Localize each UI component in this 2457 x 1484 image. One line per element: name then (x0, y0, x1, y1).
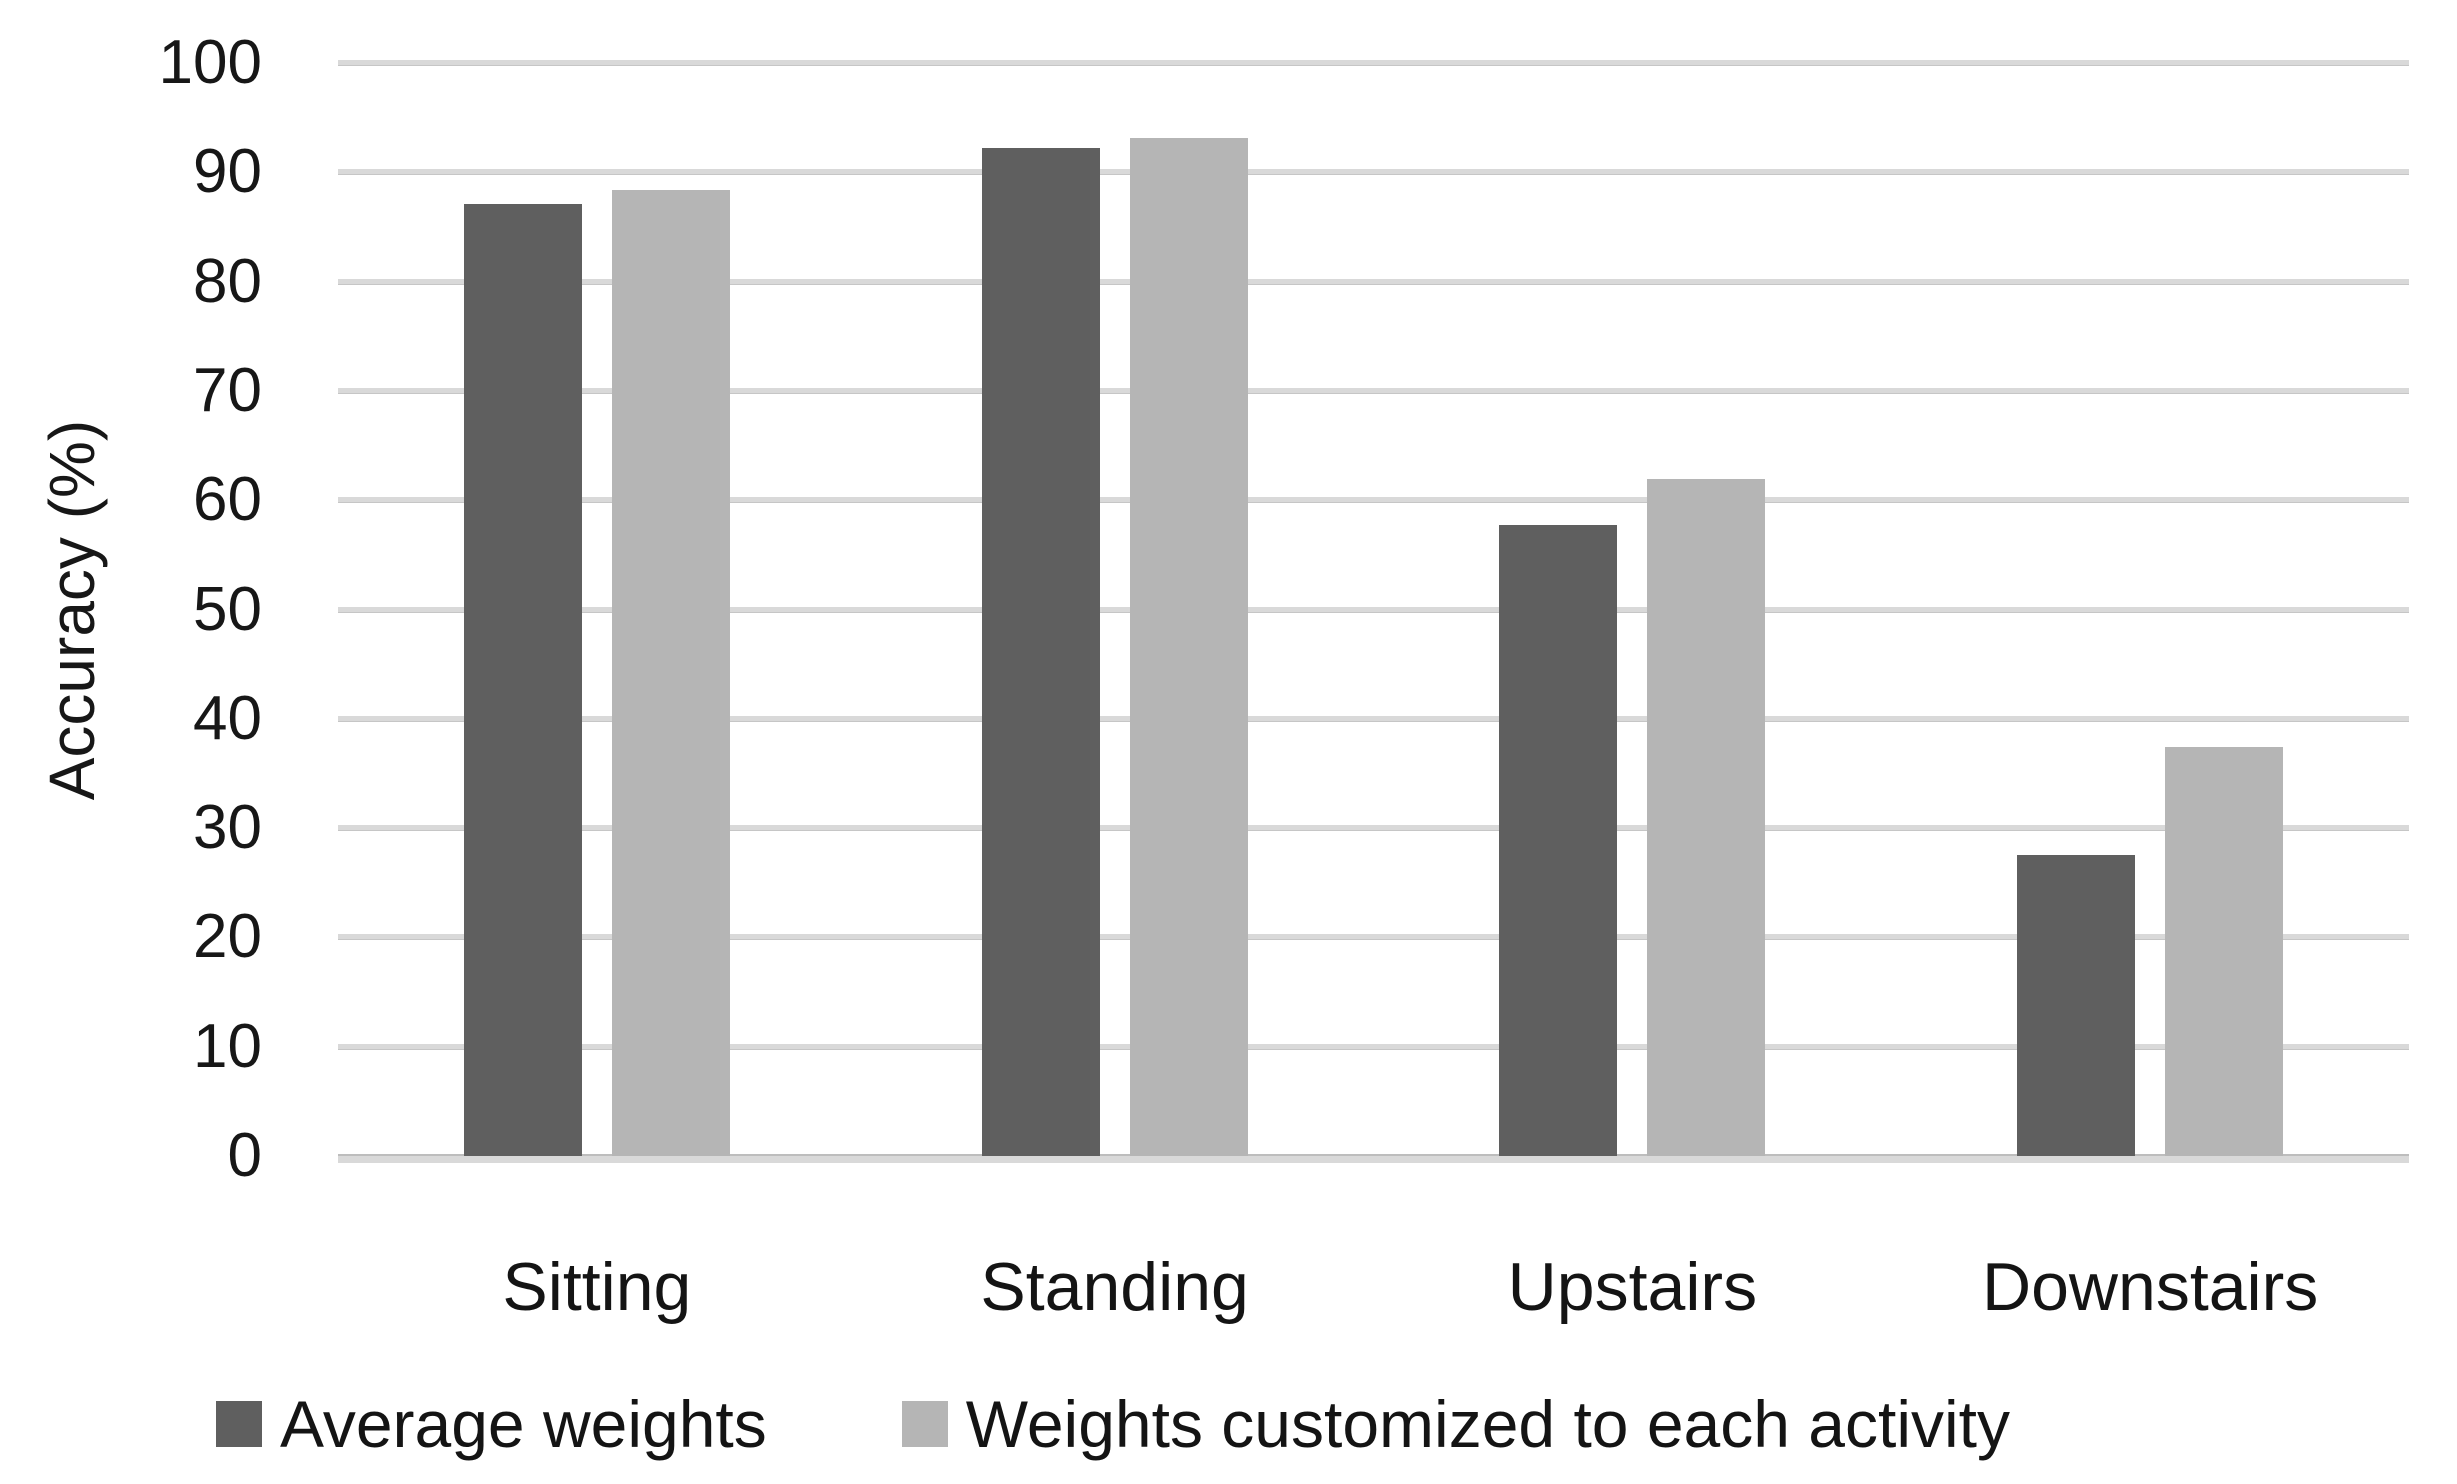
bar-upstairs-customized-weights (1647, 479, 1766, 1156)
y-tick-label: 50 (193, 574, 262, 644)
bar-sitting-average-weights (463, 204, 582, 1156)
gridline (338, 169, 2409, 176)
y-tick-label: 60 (193, 465, 262, 535)
bar-downstairs-average-weights (2017, 855, 2136, 1156)
y-tick-label: 100 (158, 28, 262, 97)
gridline (338, 387, 2409, 394)
y-tick-label: 10 (193, 1011, 262, 1081)
bar-standing-average-weights (981, 148, 1100, 1156)
y-tick-label: 20 (193, 902, 262, 972)
bar-upstairs-average-weights (1499, 525, 1618, 1156)
x-category-label: Sitting (502, 1249, 692, 1325)
y-tick-label: 40 (193, 683, 262, 753)
y-tick-label: 70 (193, 355, 262, 425)
x-axis-labels: Sitting Standing Upstairs Downstairs (338, 1245, 2409, 1330)
legend-swatch (901, 1401, 948, 1447)
bar-standing-customized-weights (1129, 138, 1248, 1156)
gridline (338, 934, 2409, 941)
x-axis-line (338, 1154, 2409, 1163)
gridline (338, 606, 2409, 613)
y-tick-label: 0 (227, 1121, 262, 1190)
x-category-label: Downstairs (1981, 1249, 2319, 1325)
gridline (338, 60, 2409, 66)
y-tick-label: 30 (193, 793, 262, 863)
y-tick-label: 90 (193, 137, 262, 207)
y-tick-label: 80 (193, 246, 262, 316)
legend: Average weights Weights customized to eac… (0, 1386, 2457, 1462)
gridline (338, 278, 2409, 285)
legend-label: Weights customized to each activity (965, 1387, 2010, 1461)
bar-sitting-customized-weights (611, 189, 730, 1156)
y-axis-tick-labels: 0 10 20 30 40 50 60 70 80 90 100 (0, 28, 262, 1190)
bar-downstairs-customized-weights (2165, 747, 2284, 1156)
legend-swatch (216, 1401, 262, 1447)
gridline (338, 715, 2409, 722)
x-category-label: Upstairs (1507, 1249, 1758, 1325)
legend-label: Average weights (280, 1387, 767, 1461)
legend-item: Average weights (216, 1386, 767, 1462)
plot-area (338, 60, 2409, 1163)
gridline (338, 497, 2409, 504)
x-category-label: Standing (980, 1249, 1249, 1325)
gridline (338, 825, 2409, 832)
legend-item: Weights customized to each activity (901, 1386, 2010, 1462)
gridline (338, 1043, 2409, 1050)
